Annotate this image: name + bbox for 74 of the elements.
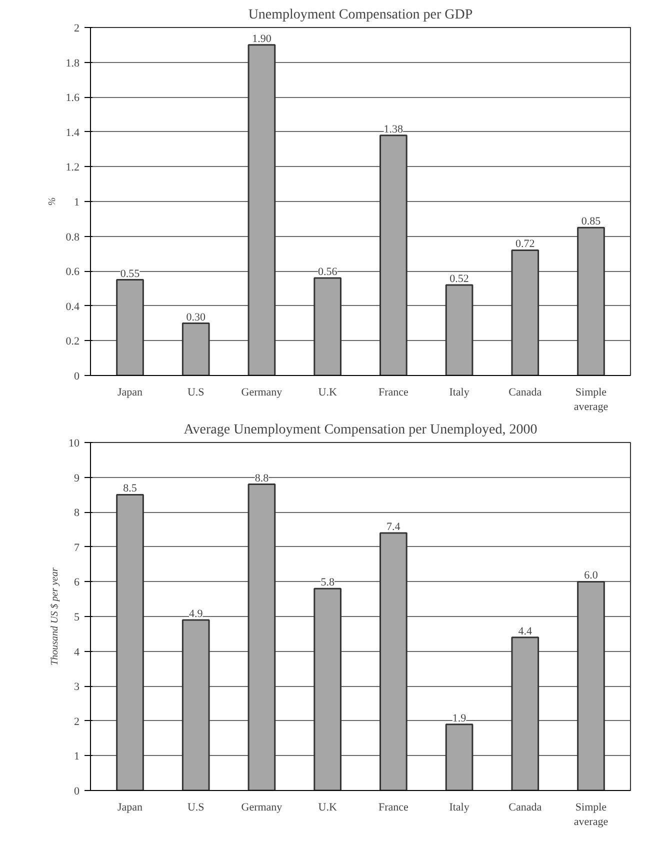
data-label: 0.56 xyxy=(318,266,338,278)
data-label: 0.55 xyxy=(120,268,140,280)
bar xyxy=(248,44,276,376)
data-label: 1.90 xyxy=(252,32,272,45)
bar xyxy=(577,226,605,376)
data-label: 4.9 xyxy=(188,608,204,620)
y-tick-label: 0.8 xyxy=(66,231,80,244)
chart-title: Average Unemployment Compensation per Unemployed, 2000 xyxy=(184,422,538,438)
data-label: 4.4 xyxy=(518,625,533,638)
bar xyxy=(314,588,342,790)
y-tick-label: 2 xyxy=(74,22,80,34)
y-tick-label: 2 xyxy=(74,716,80,728)
bar xyxy=(380,134,408,376)
x-tick-label: Canada xyxy=(508,386,542,398)
bar xyxy=(511,249,540,376)
data-label: 1.9 xyxy=(452,712,467,724)
bar xyxy=(577,580,605,790)
bar xyxy=(116,494,144,790)
data-label: 6.0 xyxy=(584,570,598,582)
x-tick-label: Japan xyxy=(117,802,144,814)
x-tick-label: U.K xyxy=(318,386,337,398)
y-tick-label: 3 xyxy=(74,681,80,694)
x-tick-label: Simple average xyxy=(574,802,608,828)
y-tick-label: 8 xyxy=(74,507,80,520)
bar xyxy=(248,484,276,790)
x-tick-label: Canada xyxy=(508,802,542,814)
y-axis-title: % xyxy=(46,197,58,206)
bar xyxy=(116,279,144,376)
x-tick-label: U.K xyxy=(318,802,337,814)
x-tick-label: U.S xyxy=(187,386,204,398)
bar xyxy=(182,322,210,376)
y-tick-label: 6 xyxy=(74,576,80,589)
y-tick-label: 0.6 xyxy=(66,266,80,278)
x-tick-label: Simple average xyxy=(574,386,608,413)
x-tick-label: Japan xyxy=(117,386,144,398)
y-tick-label: 7 xyxy=(74,542,80,554)
y-axis-title: Thousand US $ per year xyxy=(50,568,60,666)
x-tick-label: Italy xyxy=(449,386,470,398)
data-label: 1.38 xyxy=(384,123,404,136)
x-tick-label: France xyxy=(378,802,409,814)
y-tick-label: 0 xyxy=(74,370,80,382)
bar xyxy=(445,284,474,376)
data-label: 5.8 xyxy=(320,576,335,589)
bar xyxy=(511,636,540,790)
y-tick-label: 0 xyxy=(74,786,80,798)
x-tick-label: U.S xyxy=(187,802,204,814)
y-tick-label: 4 xyxy=(74,646,80,658)
data-label: 8.8 xyxy=(254,472,270,484)
x-tick-label: France xyxy=(378,386,409,398)
y-tick-label: 1 xyxy=(74,196,80,208)
y-tick-label: 1.4 xyxy=(66,126,80,139)
data-label: 0.85 xyxy=(581,216,602,228)
bar xyxy=(314,277,342,376)
data-label: 0.72 xyxy=(516,238,535,250)
data-label: 8.5 xyxy=(123,482,138,495)
bar xyxy=(445,724,474,790)
chart-title: Unemployment Compensation per GDP xyxy=(248,8,473,22)
y-tick-label: 0.2 xyxy=(66,336,80,348)
y-tick-label: 9 xyxy=(74,472,80,484)
y-tick-label: 1.8 xyxy=(66,57,80,70)
x-tick-label: Germany xyxy=(241,802,283,814)
x-tick-label: Germany xyxy=(241,386,283,398)
y-tick-label: 1.6 xyxy=(66,92,80,104)
x-tick-label: Italy xyxy=(449,802,470,814)
y-tick-label: 0.4 xyxy=(66,300,80,313)
y-tick-label: 1.2 xyxy=(66,162,80,174)
y-tick-label: 5 xyxy=(74,612,80,624)
bar xyxy=(380,532,408,790)
data-label: 7.4 xyxy=(386,520,401,533)
bar xyxy=(182,619,210,790)
data-label: 0.30 xyxy=(186,311,206,324)
y-tick-label: 10 xyxy=(68,438,80,450)
data-label: 0.52 xyxy=(450,273,469,286)
y-tick-label: 1 xyxy=(74,750,80,763)
